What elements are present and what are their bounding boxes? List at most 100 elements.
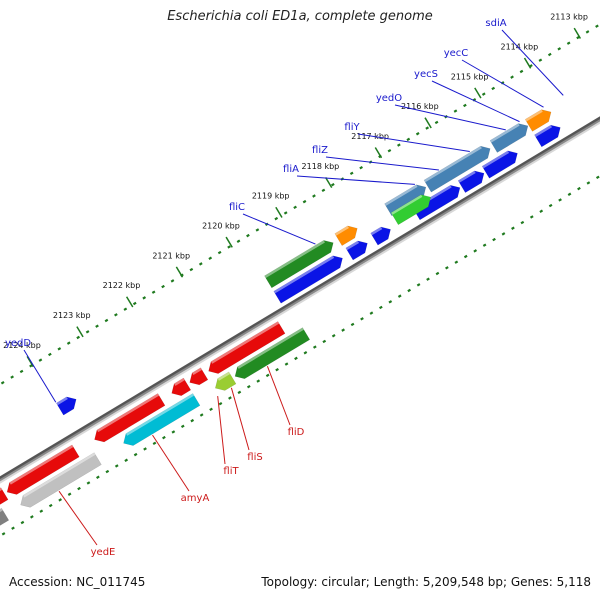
ruler-tick-label: 2113 kbp — [550, 13, 588, 22]
gc-dot-inner — [284, 362, 289, 366]
ruler-tick-label: 2119 kbp — [252, 192, 290, 201]
feature-cds-highlight — [192, 367, 202, 376]
feature-gene-highlight — [125, 393, 195, 436]
feature-cds-highlight — [458, 170, 476, 183]
gc-dot-inner — [77, 486, 81, 491]
gc-dot-inner — [501, 232, 506, 236]
gc-dot-inner — [407, 288, 412, 293]
gc-dot-inner — [454, 260, 459, 264]
gc-dot-inner — [482, 243, 487, 247]
feature-gene-highlight — [334, 225, 349, 236]
feature-cds-highlight — [96, 393, 160, 433]
gc-dot-outer — [595, 24, 599, 28]
backbone-line — [0, 116, 600, 480]
gc-dot-inner — [39, 509, 44, 513]
gc-dot-outer — [387, 148, 392, 153]
gc-dot-outer — [434, 120, 439, 125]
gene-label-fliC: fliC — [229, 202, 245, 213]
gc-dot-outer — [463, 103, 467, 108]
gc-dot-inner — [124, 458, 129, 462]
map-title: Escherichia coli ED1a, complete genome — [167, 9, 433, 24]
gc-dot-outer — [123, 307, 128, 311]
gene-label-yecC: yecC — [444, 48, 469, 59]
feature-gene-highlight — [423, 146, 482, 183]
feature-cds — [273, 255, 343, 304]
gc-dot-inner — [294, 356, 298, 361]
gc-dot-outer — [330, 182, 335, 187]
feature-cds-highlight — [9, 444, 74, 485]
ruler-tick-label: 2114 kbp — [500, 42, 538, 51]
gc-dot-inner — [1, 532, 6, 536]
ruler-tick — [474, 87, 482, 99]
gc-dot-outer — [0, 381, 5, 385]
feature-cds — [457, 170, 485, 193]
gc-dot-inner — [567, 192, 572, 196]
gc-dot-outer — [236, 239, 241, 243]
feature-gene — [214, 371, 237, 391]
gc-dot-inner — [388, 300, 393, 304]
feature-gene-highlight — [23, 452, 96, 498]
feature-cds — [189, 367, 209, 386]
gene-label-fliY: fliY — [344, 122, 360, 133]
feature-cds-highlight — [56, 396, 68, 406]
gc-dot-inner — [246, 384, 251, 389]
gc-dot-inner — [275, 367, 279, 372]
gc-dot-inner — [303, 351, 308, 355]
gc-dot-inner — [58, 498, 63, 502]
gc-dot-outer — [95, 324, 99, 328]
gc-dot-outer — [57, 347, 62, 351]
gc-dot-inner — [209, 407, 213, 412]
gc-dot-outer — [161, 284, 165, 289]
gc-dot-outer — [227, 245, 231, 249]
gene-leader-line — [152, 434, 190, 492]
gc-dot-outer — [274, 216, 279, 221]
gc-dot-inner — [86, 481, 91, 485]
gc-dot-outer — [397, 143, 401, 147]
gc-dot-outer — [38, 358, 43, 362]
gc-dot-inner — [350, 322, 355, 327]
feature-cds-highlight — [534, 125, 553, 137]
gene-leader-line — [217, 395, 226, 465]
feature-cds — [171, 377, 192, 396]
gene-label-yedO: yedO — [376, 93, 402, 104]
feature-gene — [20, 452, 102, 508]
feature-gene — [384, 184, 427, 217]
feature-gene-highlight — [264, 240, 325, 278]
feature-gene-highlight — [525, 109, 543, 122]
feature-gene — [234, 327, 311, 379]
gene-leader-line — [325, 156, 439, 171]
feature-gene-highlight — [0, 508, 3, 513]
gc-dot-inner — [152, 441, 157, 446]
gene-leader-line — [461, 59, 544, 108]
gc-dot-inner — [162, 435, 166, 440]
feature-cds — [534, 124, 561, 148]
gc-dot-inner — [416, 283, 421, 287]
gc-dot-inner — [426, 277, 430, 281]
gc-dot-outer — [217, 250, 222, 255]
gene-leader-line — [23, 349, 57, 403]
feature-gene-highlight — [384, 184, 418, 206]
gc-dot-outer — [312, 194, 316, 198]
gc-dot-inner — [322, 339, 327, 344]
ruler-tick — [324, 176, 333, 189]
gene-label-fliS: fliS — [247, 452, 262, 463]
gene-label-track: sdiA yecC yecS yedO fliY fliZ fliA fliC yedD fliD… — [5, 18, 564, 558]
gc-dot-inner — [341, 328, 345, 332]
feature-gene — [423, 145, 491, 193]
gc-dot-outer — [132, 301, 137, 306]
gc-dot-inner — [473, 249, 478, 253]
gene-label-fliT: fliT — [223, 466, 239, 477]
gc-dot-outer — [566, 41, 571, 45]
ruler-tick-label: 2124 kbp — [3, 341, 41, 350]
gc-dot-inner — [237, 390, 242, 395]
gene-leader-line — [394, 104, 506, 131]
feature-cds-highlight — [0, 487, 3, 492]
ruler-tick — [523, 57, 532, 69]
gc-dot-inner — [492, 237, 496, 242]
gc-dot-outer — [538, 58, 543, 62]
feature-cds — [208, 321, 286, 374]
ruler-tick — [76, 326, 84, 338]
gc-dot-inner — [48, 503, 53, 508]
gc-dot-outer — [10, 375, 14, 379]
gc-dot-inner — [133, 452, 138, 457]
